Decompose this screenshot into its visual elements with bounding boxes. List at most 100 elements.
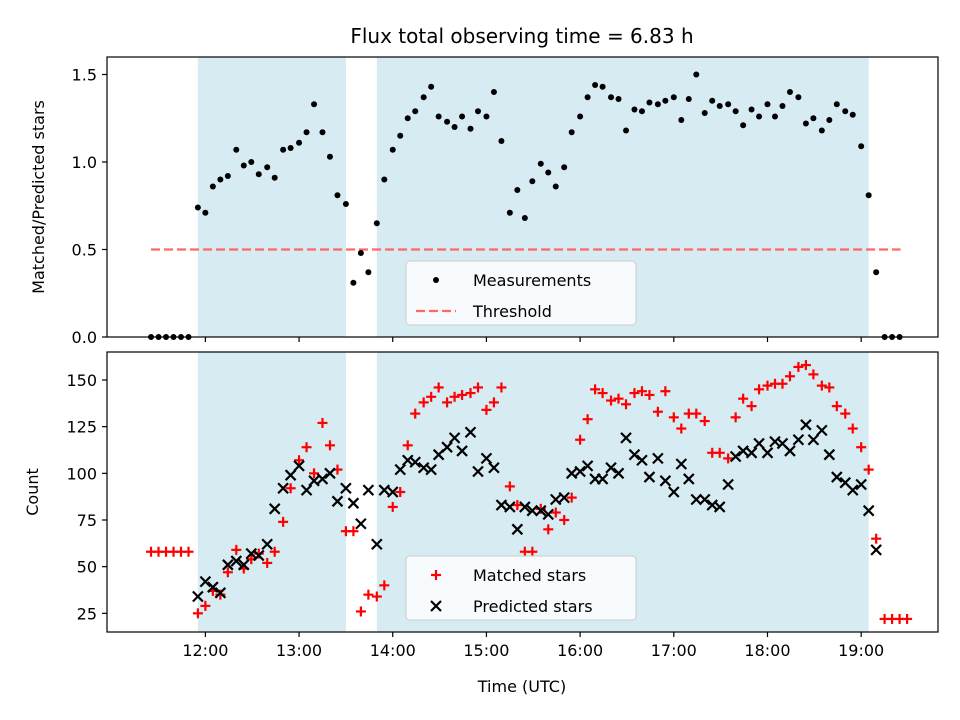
measurement-point xyxy=(412,108,419,115)
measurement-point xyxy=(685,96,692,102)
matched-star-point xyxy=(559,515,570,525)
measurement-point xyxy=(748,106,755,113)
measurement-point xyxy=(756,113,763,120)
matched-star-point xyxy=(294,455,305,466)
bottom-y-tick-label: 125 xyxy=(66,418,97,437)
measurement-point xyxy=(537,160,544,167)
measurement-point xyxy=(420,94,427,101)
predicted-star-point xyxy=(324,467,336,480)
predicted-star-point xyxy=(675,458,688,470)
predicted-star-point xyxy=(495,499,508,511)
measurement-point xyxy=(483,113,490,120)
predicted-star-point xyxy=(340,482,352,495)
predicted-star-point xyxy=(519,501,531,513)
matched-star-point xyxy=(746,401,757,412)
matched-star-point xyxy=(200,600,211,611)
predicted-star-point xyxy=(316,473,329,485)
predicted-star-point xyxy=(277,482,289,495)
matched-star-point xyxy=(730,412,741,423)
matched-star-point xyxy=(606,395,617,406)
legend-entry-label: Measurements xyxy=(473,271,591,290)
matched-star-point xyxy=(379,580,390,591)
measurement-point xyxy=(303,129,310,136)
predicted-star-point xyxy=(425,463,437,476)
measurement-point xyxy=(631,106,638,113)
predicted-star-point xyxy=(456,445,468,457)
measurement-point xyxy=(802,120,809,127)
measurement-point xyxy=(319,129,326,136)
matched-star-point xyxy=(192,608,203,619)
bottom-y-tick-label: 75 xyxy=(77,511,97,530)
measurement-point xyxy=(350,279,357,286)
matched-star-point xyxy=(504,481,515,492)
predicted-star-point xyxy=(800,419,812,431)
measurement-point xyxy=(842,108,849,115)
predicted-star-point xyxy=(378,484,391,496)
matched-star-point xyxy=(816,380,827,391)
predicted-star-point xyxy=(761,447,774,459)
predicted-star-point xyxy=(816,424,828,437)
measurement-point xyxy=(786,89,793,95)
measurement-point xyxy=(764,101,771,108)
predicted-star-point xyxy=(690,493,703,506)
matched-star-point xyxy=(285,483,296,494)
measurement-point xyxy=(849,111,856,118)
matched-star-point xyxy=(575,434,586,445)
measurement-point xyxy=(608,94,615,101)
predicted-star-point xyxy=(745,447,758,459)
matched-star-point xyxy=(863,464,874,475)
measurement-point xyxy=(833,101,840,108)
measurement-point xyxy=(818,127,825,134)
matched-star-point xyxy=(426,391,437,402)
matched-star-point xyxy=(472,382,483,393)
predicted-star-point xyxy=(574,465,586,478)
matched-star-point xyxy=(418,397,429,408)
matched-star-point xyxy=(363,589,374,600)
measurement-point xyxy=(467,125,474,132)
measurement-point xyxy=(444,118,451,125)
predicted-star-point xyxy=(737,445,749,457)
legend-matched-marker xyxy=(431,570,441,580)
matched-star-point xyxy=(777,378,788,389)
measurement-point xyxy=(209,183,216,190)
predicted-star-point xyxy=(823,448,836,461)
predicted-star-point xyxy=(612,467,625,480)
predicted-star-point xyxy=(355,517,367,530)
predicted-star-point xyxy=(230,555,243,567)
predicted-star-point xyxy=(581,460,594,472)
matched-star-point xyxy=(278,516,289,527)
matched-star-point xyxy=(309,468,320,479)
matched-star-point xyxy=(222,567,233,578)
measurement-point xyxy=(224,173,231,179)
predicted-star-point xyxy=(347,497,360,509)
matched-star-point xyxy=(324,440,335,451)
predicted-star-point xyxy=(596,473,609,485)
predicted-star-point xyxy=(846,484,859,496)
measurement-point xyxy=(662,97,669,104)
measurement-point xyxy=(490,89,497,95)
legend-entry-label: Threshold xyxy=(472,302,552,321)
matched-star-point xyxy=(808,369,819,380)
bottom-y-tick-label: 25 xyxy=(77,604,97,623)
x-tick-label: 14:00 xyxy=(370,641,416,660)
measurement-point xyxy=(529,178,536,185)
measurement-point xyxy=(506,209,513,216)
predicted-star-point xyxy=(729,450,742,463)
predicted-star-point xyxy=(488,461,500,474)
matched-star-point xyxy=(840,408,851,419)
matched-star-point xyxy=(754,384,765,395)
predicted-star-point xyxy=(807,433,820,446)
matched-star-point xyxy=(527,546,538,557)
predicted-star-point xyxy=(722,478,734,491)
predicted-star-point xyxy=(534,504,547,517)
predicted-star-point xyxy=(652,452,664,465)
measurement-point xyxy=(693,71,700,78)
predicted-star-point xyxy=(394,463,407,476)
matched-star-point xyxy=(762,380,773,391)
matched-star-point xyxy=(856,442,867,453)
measurement-point xyxy=(740,122,747,129)
predicted-star-point xyxy=(386,486,399,498)
top-y-tick-label: 1.0 xyxy=(72,153,97,172)
x-tick-label: 17:00 xyxy=(651,641,697,660)
measurement-point xyxy=(365,269,372,276)
